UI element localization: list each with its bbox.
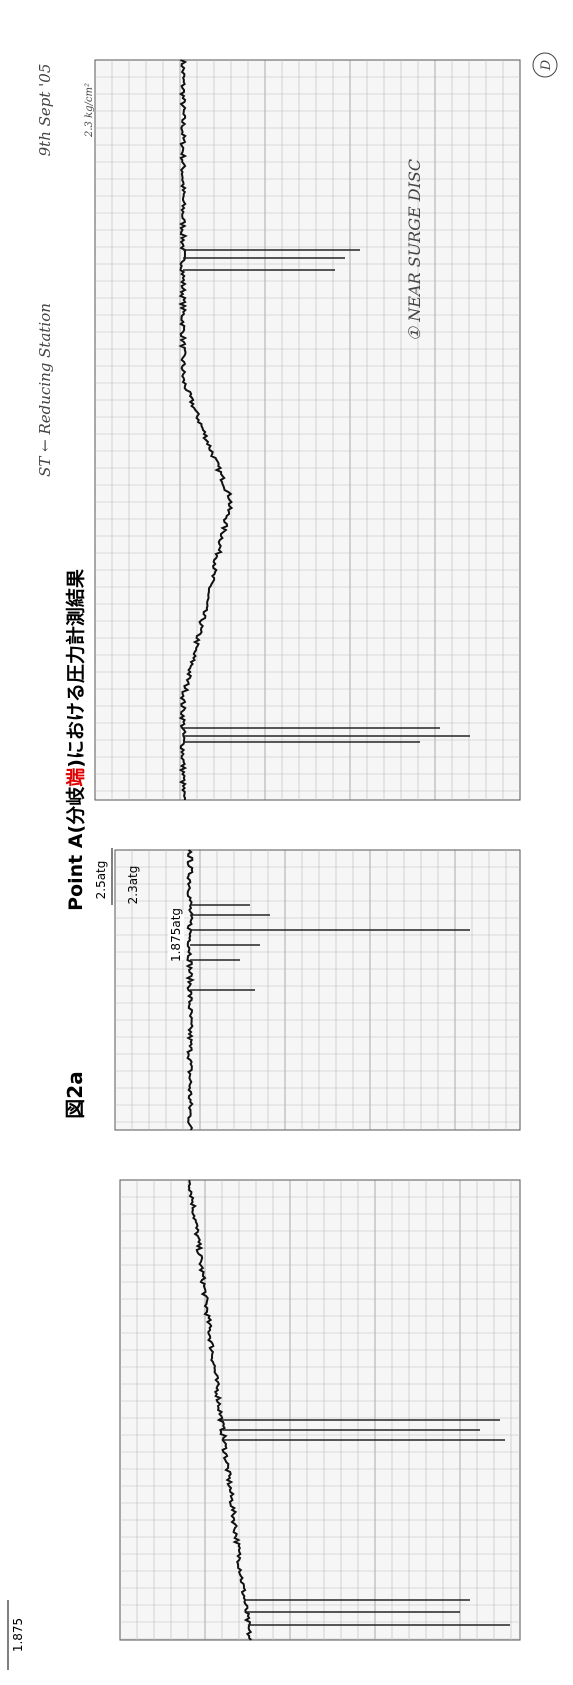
title: Point A(分岐端)における圧力計測結果 xyxy=(64,569,87,911)
chart-paper xyxy=(119,1179,521,1641)
chart-paper xyxy=(114,849,521,1131)
middle-label: 2.3atg xyxy=(126,866,140,905)
title-highlight: 端 xyxy=(64,768,87,787)
pressure-trace xyxy=(185,849,195,1131)
location-note: ST ← Reducing Station xyxy=(36,303,54,477)
marker-circle xyxy=(532,52,558,78)
title-prefix: Point A(分岐 xyxy=(65,786,87,911)
label-bg xyxy=(168,910,184,960)
baseline-label: 1.875 xyxy=(11,1618,25,1652)
baseline-atg-label: 1.875atg xyxy=(169,908,183,962)
upper-label: 2.5atg xyxy=(94,861,108,900)
date-note: 9th Sept '05 xyxy=(36,64,54,157)
chart-paper xyxy=(94,59,521,801)
chart-strips xyxy=(94,59,521,1641)
pressure-trace xyxy=(187,1179,253,1641)
pressure-trace xyxy=(178,59,234,801)
annotation: ① NEAR SURGE DISC xyxy=(405,159,424,341)
scale-note: 2.3 kg/cm² xyxy=(84,83,95,138)
title-suffix: )における圧力計測結果 xyxy=(64,569,87,768)
marker: D xyxy=(539,59,554,71)
figure-label: 図2a xyxy=(63,1071,87,1118)
